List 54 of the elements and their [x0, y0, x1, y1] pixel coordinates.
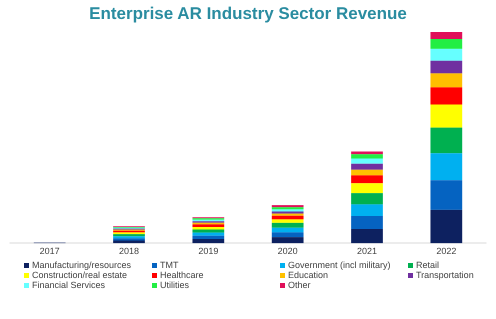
legend-label: Retail — [416, 260, 440, 270]
legend-label: Education — [288, 270, 328, 280]
legend-label: Construction/real estate — [32, 270, 128, 280]
bar — [430, 32, 462, 39]
bar — [192, 232, 224, 236]
bar — [351, 216, 383, 230]
legend-label: Other — [288, 280, 311, 290]
bar — [192, 236, 224, 239]
bar — [351, 183, 383, 194]
bar — [272, 219, 304, 223]
bar — [272, 209, 304, 212]
x-tick-label: 2021 — [356, 246, 378, 256]
legend-label: Healthcare — [160, 270, 204, 280]
bar — [430, 73, 462, 88]
legend-label: Transportation — [416, 270, 474, 280]
bar — [192, 238, 224, 244]
bar — [430, 104, 462, 128]
x-tick-label: 2019 — [198, 246, 218, 256]
bar — [272, 228, 304, 232]
x-tick-label: 2022 — [436, 246, 456, 256]
bar — [351, 152, 383, 154]
bar — [430, 153, 462, 180]
bar — [192, 229, 224, 233]
bar — [192, 226, 224, 230]
bar — [351, 229, 383, 244]
chart-title: Enterprise AR Industry Sector Revenue — [88, 3, 408, 25]
legend-label: Financial Services — [32, 280, 106, 290]
bar — [272, 232, 304, 238]
legend-label: Utilities — [160, 280, 190, 290]
bar — [272, 237, 304, 244]
bar — [272, 216, 304, 220]
bar — [113, 240, 145, 244]
legend-label: Government (incl military) — [288, 260, 391, 270]
bar — [351, 193, 383, 204]
bar — [430, 128, 462, 154]
bar — [272, 222, 304, 228]
x-tick-label: 2017 — [40, 246, 60, 256]
x-tick-label: 2020 — [278, 246, 298, 256]
bar — [430, 60, 462, 74]
legend-label: TMT — [160, 260, 178, 270]
bar — [351, 154, 383, 159]
bar — [192, 224, 224, 227]
legend-label: Manufacturing/resources — [32, 260, 132, 270]
bar — [430, 87, 462, 104]
bar — [351, 175, 383, 184]
bar — [351, 164, 383, 170]
bar — [430, 38, 462, 49]
bar — [430, 210, 462, 244]
bar — [430, 48, 462, 61]
x-tick-label: 2018 — [118, 246, 140, 256]
bar — [351, 158, 383, 164]
bar — [430, 180, 462, 210]
bar — [351, 170, 383, 176]
bar — [351, 204, 383, 216]
